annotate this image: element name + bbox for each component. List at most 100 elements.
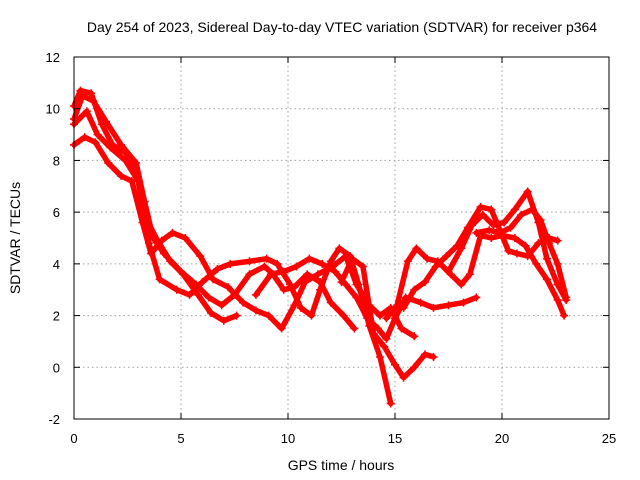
data-point-marker [420,277,429,286]
data-point-marker [457,280,466,289]
data-point-marker [166,257,175,266]
data-point-marker [82,107,91,116]
data-point-marker [553,236,562,245]
data-point-marker [331,267,340,276]
data-point-marker [399,373,408,382]
data-point-marker [339,311,348,320]
data-point-marker [560,311,569,320]
data-point-marker [335,244,344,253]
data-point-marker [106,143,115,152]
data-point-marker [536,215,545,224]
data-point-marker [273,259,282,268]
data-point-marker [121,156,130,165]
data-point-marker [316,285,325,294]
data-point-marker [527,205,536,214]
data-point-marker [352,280,361,289]
data-point-marker [429,352,438,361]
data-point-marker [521,241,530,250]
data-series [70,86,571,408]
plot-frame [73,56,610,420]
data-point-marker [296,303,305,312]
x-tick-label: 5 [177,431,184,446]
data-point-marker [420,350,429,359]
data-point-marker [91,138,100,147]
data-point-marker [382,334,391,343]
y-tick-label: 0 [53,360,60,375]
data-point-marker [117,171,126,180]
data-point-marker [429,303,438,312]
data-point-marker [431,262,440,271]
series-sat-h [400,204,561,311]
data-point-marker [386,399,395,408]
data-point-marker [301,277,310,286]
data-point-marker [348,254,357,263]
data-point-marker [279,267,288,276]
data-point-marker [472,293,481,302]
data-point-marker [485,226,494,235]
data-point-marker [305,254,314,263]
x-tick-label: 20 [495,431,509,446]
data-point-marker [517,210,526,219]
data-point-marker [127,177,136,186]
data-point-marker [510,234,519,242]
y-tick-label: 12 [46,50,60,65]
data-point-marker [264,311,273,320]
chart-title: Day 254 of 2023, Sidereal Day-to-day VTE… [87,19,597,35]
data-point-marker [376,352,385,361]
data-point-marker [239,298,248,307]
data-point-marker [172,285,181,294]
data-point-marker [465,270,474,279]
data-point-marker [523,187,532,196]
axis-ticks: 0 5 10 15 20 25 -2 0 2 4 6 8 10 12 [46,50,617,446]
data-point-marker [179,270,188,279]
data-point-marker [500,218,509,227]
data-point-marker [382,314,391,323]
data-point-marker [478,210,487,219]
data-point-marker [457,244,466,253]
y-tick-label: 8 [53,153,60,168]
data-point-marker [93,130,102,139]
data-point-marker [410,285,419,294]
data-point-marker [326,298,335,307]
data-point-marker [545,239,554,248]
data-point-marker [279,285,288,294]
data-point-marker [97,120,106,129]
data-point-marker [506,223,515,232]
data-point-marker [495,228,504,237]
data-point-marker [147,249,156,258]
data-point-marker [487,205,496,214]
data-point-marker [313,270,322,279]
data-point-marker [489,221,498,230]
y-tick-label: 4 [53,257,60,272]
y-tick-label: 6 [53,205,60,220]
data-point-marker [185,290,194,299]
data-point-marker [444,267,453,276]
x-axis-label: GPS time / hours [288,457,395,473]
y-tick-label: 10 [46,102,60,117]
data-point-marker [412,244,421,253]
data-point-marker [292,262,301,271]
data-point-marker [393,301,402,310]
y-tick-label: 2 [53,309,60,324]
data-point-marker [260,262,269,271]
data-point-marker [290,301,299,310]
data-point-marker [232,311,241,320]
data-point-marker [204,293,213,302]
data-point-marker [286,280,295,289]
y-tick-label: -2 [48,412,60,427]
data-point-marker [397,324,406,333]
data-point-marker [206,308,215,317]
data-point-marker [423,254,432,263]
data-point-marker [155,275,164,284]
data-point-marker [121,148,130,157]
data-point-marker [472,228,481,237]
data-point-marker [251,306,260,315]
data-point-marker [251,290,260,299]
data-point-marker [219,316,228,325]
data-point-marker [337,277,346,286]
series-sat-f [338,255,437,381]
data-point-marker [504,246,513,255]
data-point-marker [194,290,203,299]
x-tick-label: 15 [388,431,402,446]
data-point-marker [380,342,389,351]
